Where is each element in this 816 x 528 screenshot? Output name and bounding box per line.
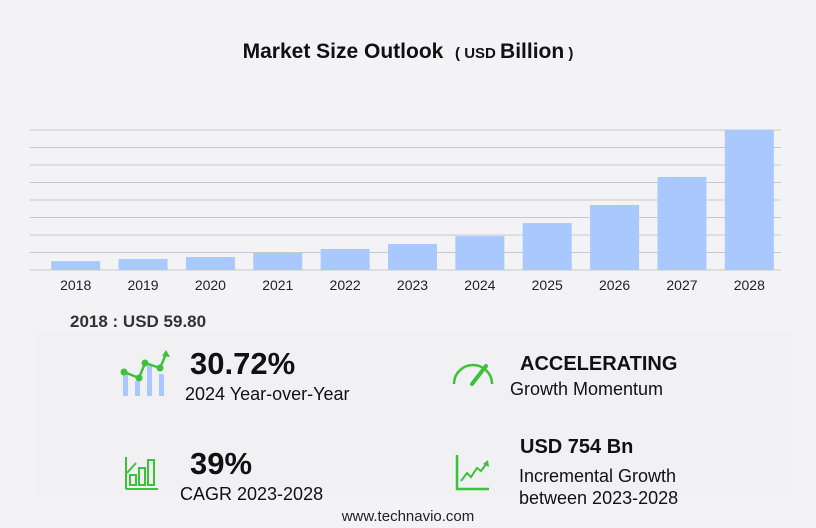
x-tick-label: 2025 xyxy=(532,277,563,293)
x-tick-label: 2026 xyxy=(599,277,630,293)
bar-2023 xyxy=(388,244,437,270)
momentum-value: ACCELERATING xyxy=(520,353,678,375)
title-text: Market Size Outlook xyxy=(242,40,444,63)
cagr-label: CAGR 2023-2028 xyxy=(180,484,324,504)
bar-2027 xyxy=(657,176,707,270)
bar-2026 xyxy=(590,205,640,270)
x-tick-label: 2020 xyxy=(195,277,226,293)
incremental-value: USD 754 Bn xyxy=(520,436,634,458)
bar-2024 xyxy=(455,236,505,270)
bar-2021 xyxy=(253,253,303,270)
bar-2018 xyxy=(51,261,101,270)
bar-2028 xyxy=(724,130,774,270)
bar-2020 xyxy=(185,257,235,270)
x-tick-label: 2021 xyxy=(262,277,293,293)
bar-2022 xyxy=(320,249,370,270)
x-tick-label: 2018 xyxy=(60,277,91,293)
x-tick-label: 2024 xyxy=(464,277,495,293)
growth-chart-icon xyxy=(120,350,170,396)
bar-chart: 2018 2019 2020 2021 2022 2023 2024 2025 2026 2027… xyxy=(30,129,781,293)
stats-panel xyxy=(34,332,792,497)
x-tick-label: 2022 xyxy=(330,277,361,293)
incremental-period: between 2023-2028 xyxy=(519,488,679,508)
base-year-value: 2018 : USD 59.80 xyxy=(70,312,207,331)
incremental-growth-icon xyxy=(455,455,489,491)
speedometer-icon xyxy=(452,363,494,386)
x-tick-label: 2028 xyxy=(734,277,765,293)
unit-label: Billion xyxy=(500,40,565,63)
x-tick-label: 2027 xyxy=(666,277,697,293)
chart-title: Market Size Outlook ( USD Billion ) xyxy=(242,40,574,63)
x-tick-label: 2019 xyxy=(127,277,158,293)
cagr-chart-icon xyxy=(125,457,158,490)
x-tick-label: 2023 xyxy=(397,277,428,293)
incremental-label: Incremental Growth xyxy=(519,466,677,486)
momentum-label: Growth Momentum xyxy=(510,379,664,399)
cagr-value: 39% xyxy=(190,446,253,481)
bar-2025 xyxy=(522,223,572,270)
yoy-value: 30.72% xyxy=(190,346,296,381)
footer-url[interactable]: www.technavio.com xyxy=(341,508,475,525)
unit-prefix: USD xyxy=(464,45,496,62)
yoy-label: 2024 Year-over-Year xyxy=(185,384,350,404)
bar-2019 xyxy=(118,258,168,270)
